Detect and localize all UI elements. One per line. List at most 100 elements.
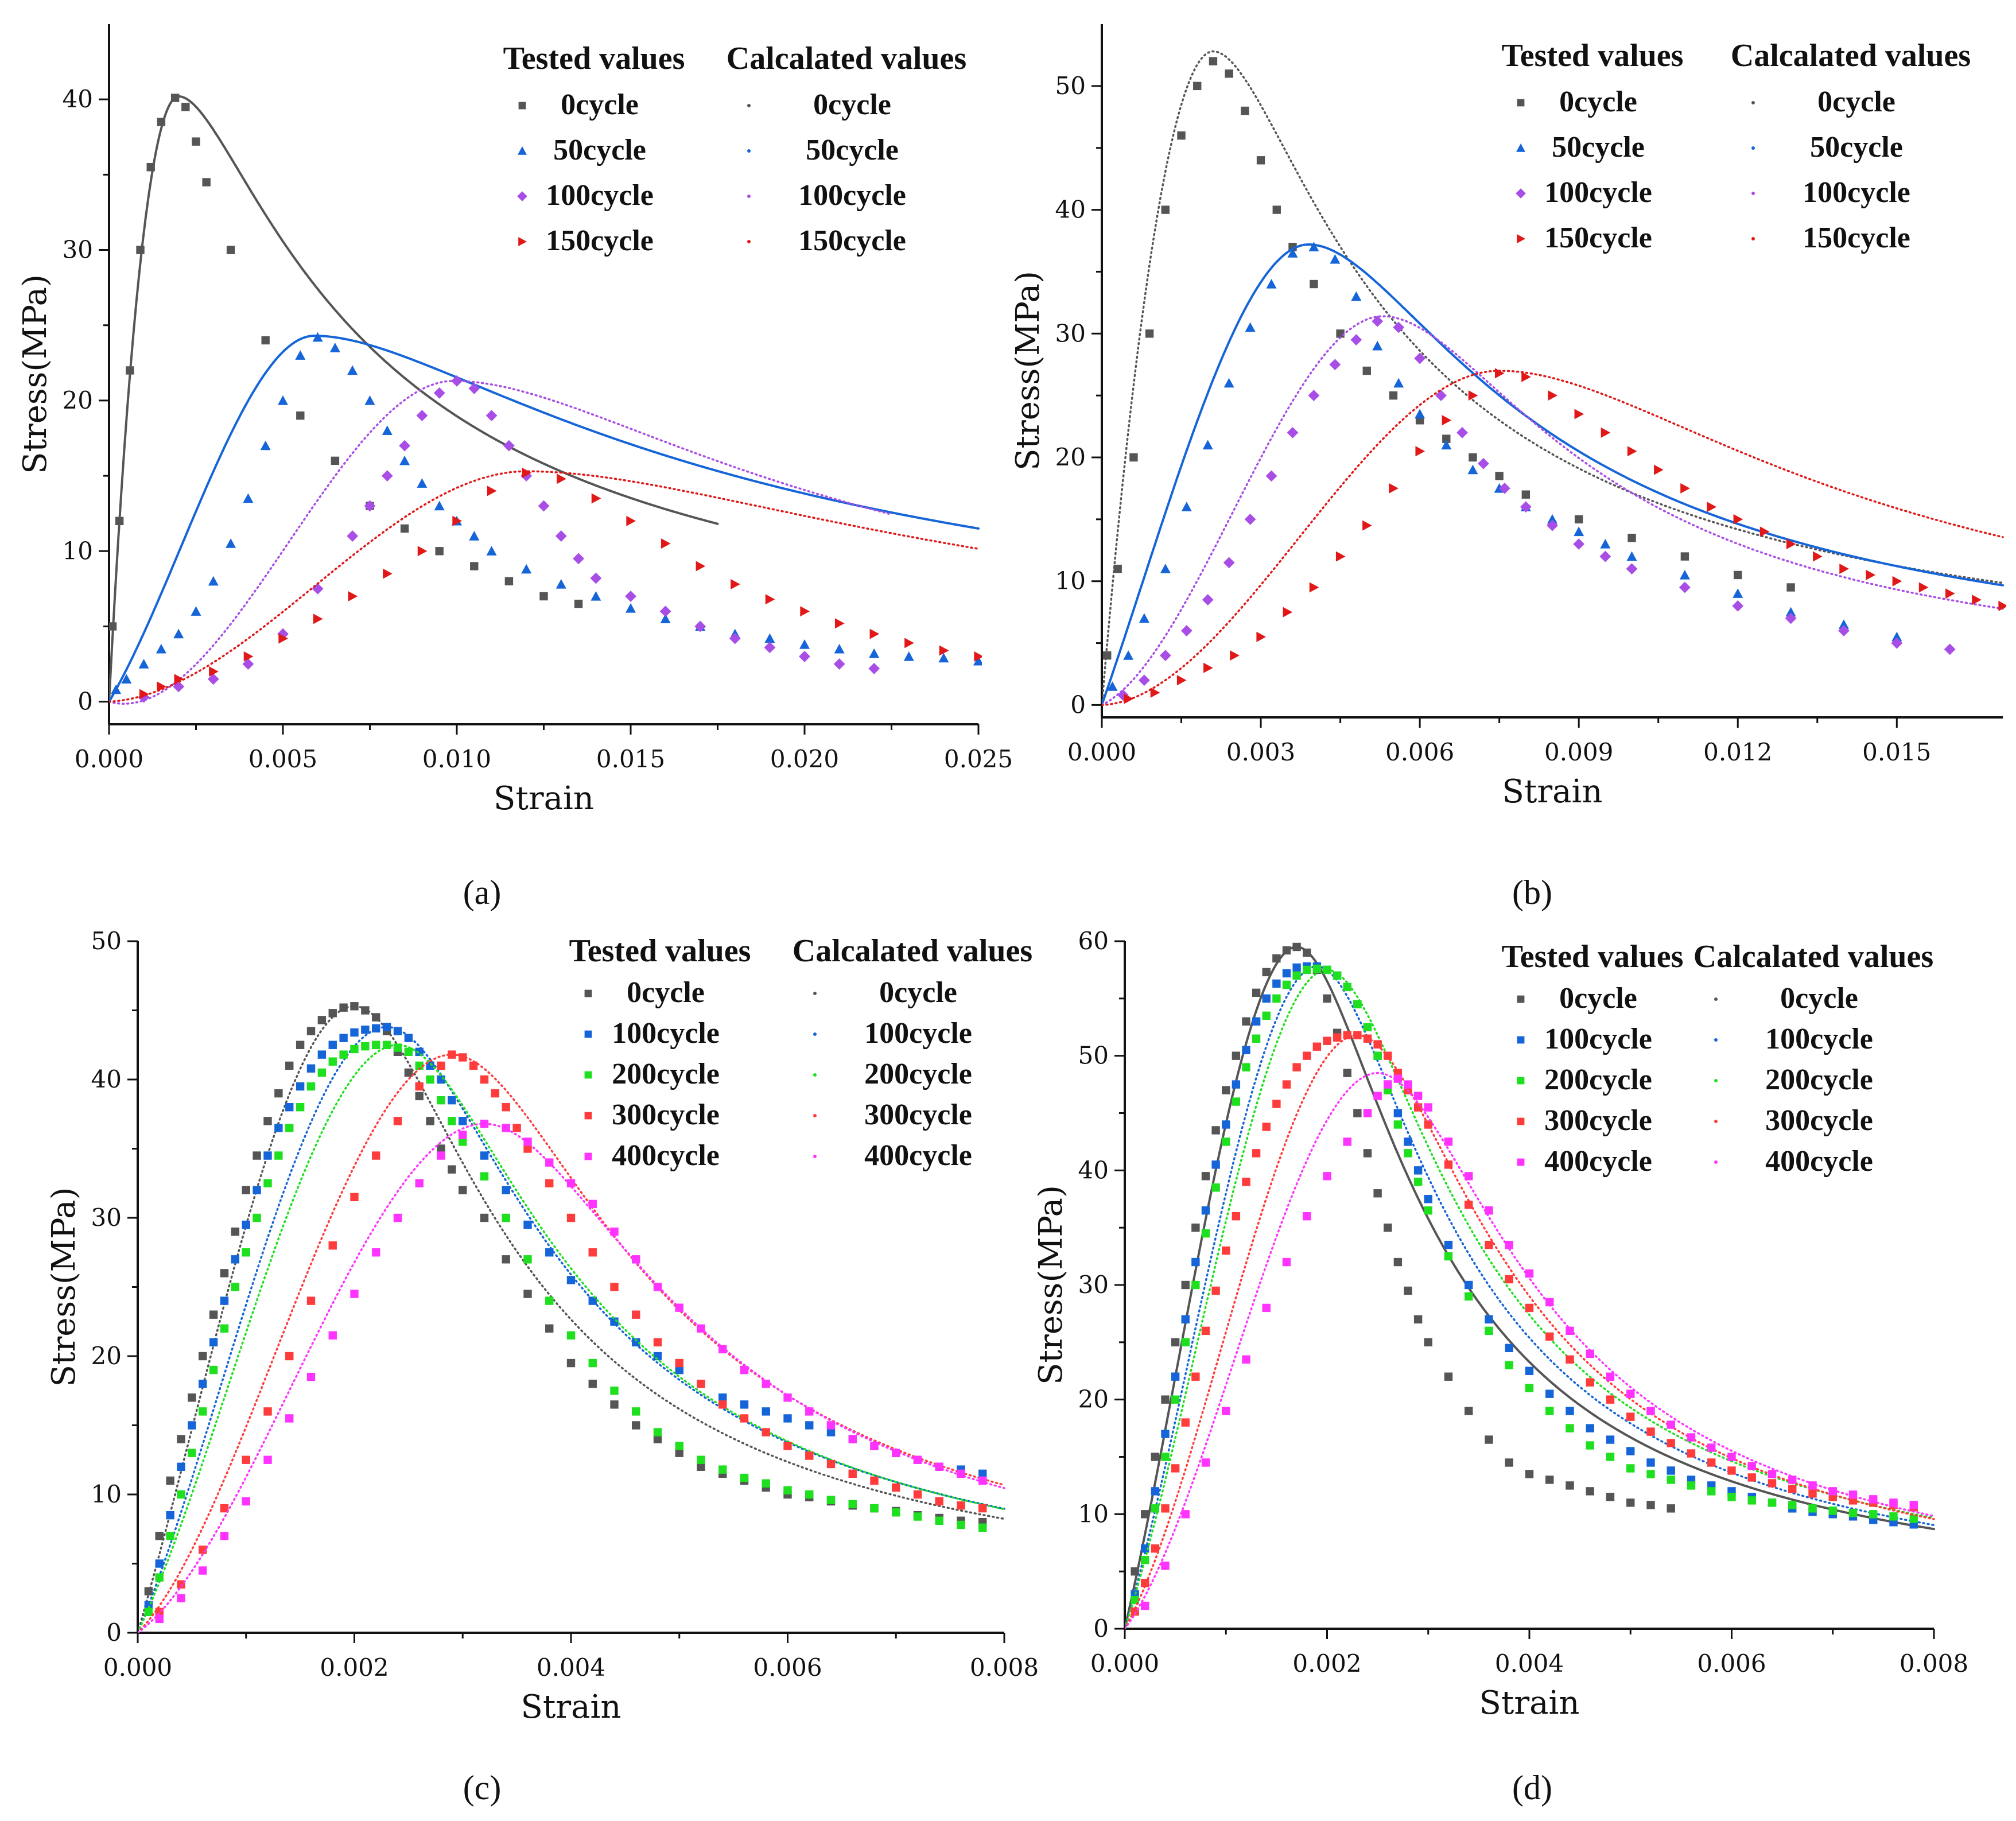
tested-point-100cycle xyxy=(372,1024,380,1033)
x-axis-title: Strain xyxy=(494,780,594,817)
tested-point-400cycle xyxy=(285,1414,294,1423)
tested-point-0cycle xyxy=(545,1324,554,1333)
tested-point-300cycle xyxy=(523,1144,532,1153)
tested-point-200cycle xyxy=(740,1473,749,1482)
tested-point-100cycle xyxy=(545,1248,554,1257)
legend-calc-label: 100cycle xyxy=(1765,1023,1873,1055)
tested-point-200cycle xyxy=(448,1117,456,1125)
tested-point-100cycle xyxy=(451,375,463,387)
tested-point-0cycle xyxy=(1626,1498,1635,1507)
tested-point-300cycle xyxy=(1333,1033,1342,1042)
calculated-curve-0cycle xyxy=(109,95,719,703)
x-tick-label: 0.010 xyxy=(422,745,491,773)
tested-point-100cycle xyxy=(694,620,706,632)
tested-point-50cycle xyxy=(521,564,532,574)
tested-point-50cycle xyxy=(1785,607,1796,617)
calculated-curve-50cycle xyxy=(109,335,980,703)
tested-point-0cycle xyxy=(1525,1470,1534,1478)
tested-point-100cycle xyxy=(1329,359,1341,371)
tested-point-100cycle xyxy=(1404,1137,1412,1146)
tested-point-100cycle xyxy=(1891,637,1903,649)
tested-point-300cycle xyxy=(177,1580,185,1589)
tested-point-100cycle xyxy=(1191,1257,1200,1267)
tested-point-300cycle xyxy=(1707,1458,1716,1467)
tested-point-100cycle xyxy=(1138,674,1150,686)
tested-point-100cycle xyxy=(361,1026,370,1034)
tested-point-0cycle xyxy=(437,1144,445,1153)
tested-point-150cycle xyxy=(1548,390,1557,401)
tested-point-0cycle xyxy=(188,1393,196,1402)
tested-point-400cycle xyxy=(220,1532,229,1540)
y-tick-label: 20 xyxy=(1078,1385,1109,1414)
tested-point-0cycle xyxy=(350,1002,359,1011)
tested-point-150cycle xyxy=(1494,368,1505,379)
tested-point-150cycle xyxy=(1309,582,1319,593)
tested-point-0cycle xyxy=(470,562,479,570)
legend-marker-200cycle xyxy=(584,1071,592,1079)
plot-area xyxy=(1125,942,1935,1629)
legend-tested-label: 0cycle xyxy=(1559,86,1637,118)
tested-point-400cycle xyxy=(393,1213,402,1222)
tested-point-200cycle xyxy=(1252,1034,1261,1043)
tested-point-200cycle xyxy=(1889,1512,1898,1521)
tested-point-100cycle xyxy=(1242,1046,1250,1054)
legend: Tested values Calcalated values 0cycle 0cyc… xyxy=(1502,38,1971,254)
tested-point-100cycle xyxy=(1141,1544,1149,1553)
tested-point-400cycle xyxy=(1161,1561,1170,1570)
tested-point-50cycle xyxy=(434,500,445,511)
tested-point-300cycle xyxy=(1161,1504,1170,1513)
tested-point-200cycle xyxy=(826,1496,836,1504)
tested-point-150cycle xyxy=(869,628,880,639)
tested-point-200cycle xyxy=(1687,1481,1696,1490)
tested-point-300cycle xyxy=(1525,1303,1534,1313)
tested-point-400cycle xyxy=(913,1455,922,1464)
y-tick-label: 60 xyxy=(1078,927,1109,955)
legend: Tested values Calcalated values 0cycle 0cyc… xyxy=(1502,939,1934,1178)
legend-marker-50cycle xyxy=(1516,143,1525,152)
legend-marker-0cycle xyxy=(584,989,592,997)
y-tick-label: 50 xyxy=(1078,1042,1109,1070)
tested-point-300cycle xyxy=(1242,1178,1250,1186)
tested-point-300cycle xyxy=(675,1358,683,1368)
tested-point-0cycle xyxy=(435,547,444,556)
tested-point-400cycle xyxy=(870,1442,879,1450)
legend: Tested values Calcalated values 0cycle 0cyc… xyxy=(503,41,967,257)
tested-point-100cycle xyxy=(312,583,324,595)
tested-point-300cycle xyxy=(1747,1473,1756,1482)
tested-point-100cycle xyxy=(566,1276,576,1284)
tested-point-50cycle xyxy=(1393,378,1404,388)
tested-point-300cycle xyxy=(978,1504,987,1513)
y-tick-label: 30 xyxy=(63,236,93,264)
tested-point-0cycle xyxy=(192,137,200,146)
tested-point-50cycle xyxy=(111,684,122,694)
tested-point-200cycle xyxy=(382,1040,391,1049)
tested-point-200cycle xyxy=(1151,1504,1160,1513)
x-tick-label: 0.006 xyxy=(1385,738,1454,766)
tested-point-100cycle xyxy=(1545,1389,1554,1398)
tested-point-400cycle xyxy=(826,1421,836,1430)
tested-point-400cycle xyxy=(1646,1407,1655,1415)
tested-point-100cycle xyxy=(1944,643,1956,655)
tested-point-50cycle xyxy=(764,633,775,643)
tested-point-100cycle xyxy=(1272,979,1281,988)
tested-point-150cycle xyxy=(696,561,706,572)
tested-point-50cycle xyxy=(591,591,601,601)
tested-point-100cycle xyxy=(573,553,584,565)
tested-point-0cycle xyxy=(328,1009,337,1018)
tested-point-50cycle xyxy=(1626,551,1637,561)
tested-point-150cycle xyxy=(1759,526,1770,537)
y-tick-label: 0 xyxy=(1070,690,1086,719)
panel-caption: (d) xyxy=(1512,1769,1552,1807)
x-tick-label: 0.012 xyxy=(1703,738,1772,766)
tested-point-100cycle xyxy=(1732,600,1744,612)
tested-point-150cycle xyxy=(1468,390,1478,401)
tested-point-300cycle xyxy=(1222,1246,1230,1255)
tested-point-400cycle xyxy=(762,1380,770,1388)
tested-point-200cycle xyxy=(1646,1470,1655,1478)
tested-point-150cycle xyxy=(591,493,601,504)
tested-point-100cycle xyxy=(426,1061,434,1070)
tested-point-300cycle xyxy=(1252,1149,1261,1158)
legend-calc-label: 50cycle xyxy=(1810,131,1903,164)
tested-point-0cycle xyxy=(1151,1453,1160,1461)
tested-point-200cycle xyxy=(1606,1453,1615,1461)
